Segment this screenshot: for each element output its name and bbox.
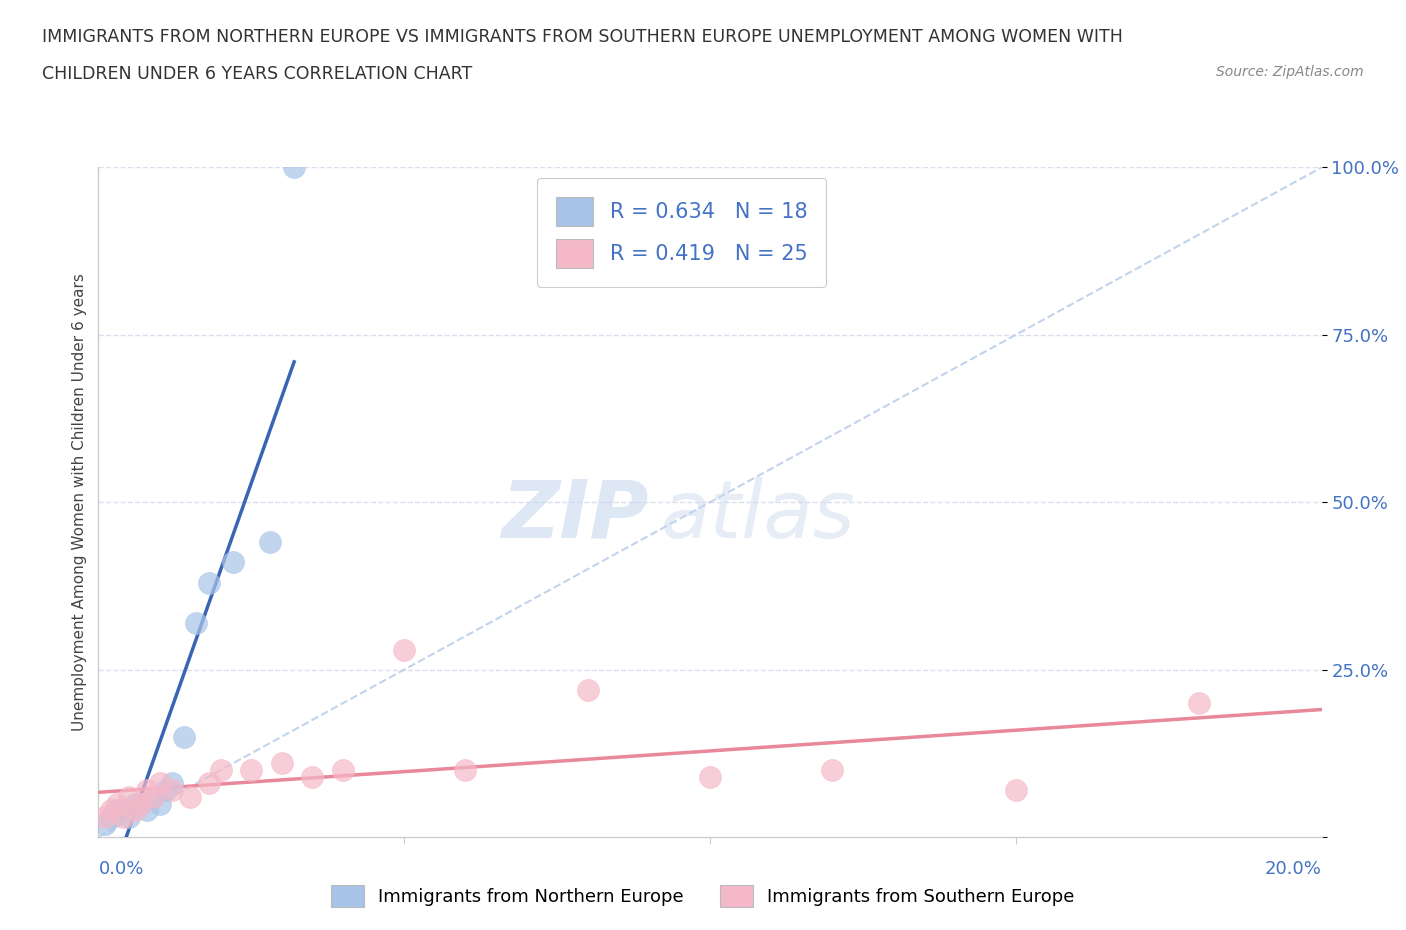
Point [179, 790, 201, 804]
Point [173, 729, 195, 744]
Point [155, 783, 177, 798]
Point [118, 790, 141, 804]
Legend: R = 0.634   N = 18, R = 0.419   N = 25: R = 0.634 N = 18, R = 0.419 N = 25 [537, 178, 827, 286]
Point [136, 783, 159, 798]
Point [111, 809, 134, 824]
Point [240, 763, 263, 777]
Point [105, 796, 128, 811]
Point [142, 790, 165, 804]
Point [332, 763, 354, 777]
Point [283, 160, 305, 175]
Point [197, 776, 219, 790]
Point [160, 783, 183, 798]
Point [821, 763, 844, 777]
Y-axis label: Unemployment Among Women with Children Under 6 years: Unemployment Among Women with Children U… [72, 273, 87, 731]
Text: ZIP: ZIP [502, 476, 648, 554]
Point [93, 817, 115, 831]
Point [105, 803, 128, 817]
Point [392, 642, 416, 657]
Text: Source: ZipAtlas.com: Source: ZipAtlas.com [1216, 65, 1364, 79]
Point [454, 763, 477, 777]
Point [124, 796, 146, 811]
Point [118, 809, 141, 824]
Point [100, 809, 122, 824]
Point [186, 616, 208, 631]
Point [93, 809, 115, 824]
Point [197, 575, 219, 590]
Point [699, 769, 721, 784]
Point [100, 803, 122, 817]
Point [124, 803, 146, 817]
Text: IMMIGRANTS FROM NORTHERN EUROPE VS IMMIGRANTS FROM SOUTHERN EUROPE UNEMPLOYMENT : IMMIGRANTS FROM NORTHERN EUROPE VS IMMIG… [42, 28, 1123, 46]
Text: 0.0%: 0.0% [98, 860, 143, 878]
Point [142, 790, 165, 804]
Point [209, 763, 232, 777]
Point [160, 776, 183, 790]
Text: 20.0%: 20.0% [1265, 860, 1322, 878]
Point [129, 796, 152, 811]
Point [136, 803, 159, 817]
Point [270, 756, 292, 771]
Point [149, 796, 172, 811]
Point [576, 683, 599, 698]
Point [1188, 696, 1211, 711]
Point [149, 776, 172, 790]
Point [301, 769, 323, 784]
Point [111, 803, 134, 817]
Point [222, 555, 245, 570]
Text: CHILDREN UNDER 6 YEARS CORRELATION CHART: CHILDREN UNDER 6 YEARS CORRELATION CHART [42, 65, 472, 83]
Legend: Immigrants from Northern Europe, Immigrants from Southern Europe: Immigrants from Northern Europe, Immigra… [322, 876, 1084, 916]
Point [129, 796, 152, 811]
Point [259, 535, 281, 550]
Text: atlas: atlas [661, 476, 856, 554]
Point [1004, 783, 1026, 798]
